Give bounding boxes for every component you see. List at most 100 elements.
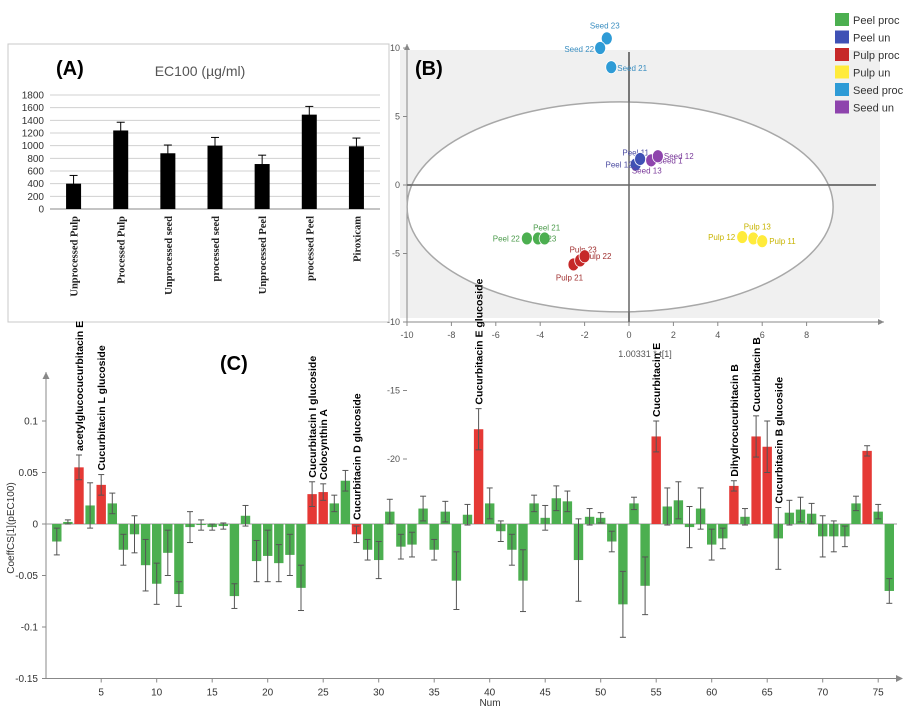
panel-c-bar xyxy=(174,524,184,595)
panel-a-category-label: Unprocessed Pulp xyxy=(70,216,81,297)
panel-b-label: (B) xyxy=(415,58,443,80)
panel-b-legend-label: Peel proc xyxy=(853,15,900,27)
panel-b-y-tick-label: -20 xyxy=(387,454,400,464)
panel-a-category-label: Unprocessed seed xyxy=(164,216,175,295)
panel-b-point xyxy=(538,231,551,246)
panel-c-compound-annotation: Cucurbitacin I glucoside xyxy=(307,356,319,478)
panel-b-y-tick-label: -5 xyxy=(392,249,400,259)
panel-c-bar xyxy=(362,524,373,550)
panel-c-bar xyxy=(729,485,739,524)
panel-c-compound-annotation: Cucurbitacin D glucoside xyxy=(352,393,364,520)
panel-c-y-tick-label: -0.05 xyxy=(15,571,38,582)
panel-c-bar xyxy=(473,429,484,524)
panel-b-point xyxy=(594,41,607,55)
panel-a-bar xyxy=(301,114,317,209)
panel-c-bar xyxy=(307,494,317,524)
panel-a-bar xyxy=(348,146,364,209)
panel-a-bars xyxy=(66,105,364,209)
panel-c-bar xyxy=(618,524,628,605)
panel-a-category-labels: Unprocessed Pulp Processed Pulp Unprocesse… xyxy=(70,216,364,297)
panel-b-legend-label: Peel un xyxy=(853,33,890,45)
panel-b-legend-label: Pulp un xyxy=(853,68,890,80)
panel-c-y-tick-label: 0.05 xyxy=(19,468,39,479)
panel-c-compound-annotation: Cucurbitacin E xyxy=(651,343,663,417)
panel-b-x-tick-label: -2 xyxy=(581,330,589,340)
panel-c-x-tick-label: 50 xyxy=(595,688,607,699)
panel-b-point-label: Seed 23 xyxy=(590,21,620,30)
panel-c-bar xyxy=(640,524,650,586)
panel-b-point xyxy=(578,249,591,264)
panel-a-y-tick-label: 1200 xyxy=(22,129,45,140)
panel-c-bar xyxy=(429,524,439,550)
panel-c-bar xyxy=(229,524,240,597)
panel-b-point-label: 23 xyxy=(547,234,556,243)
panel-b-point-label: Seed 22 xyxy=(564,45,594,54)
panel-c-y-tick-label: -0.1 xyxy=(21,623,39,634)
panel-c-y-tick-label: 0 xyxy=(32,520,38,531)
panel-b-x-tick-label: 8 xyxy=(804,330,809,340)
panel-b-legend-swatch xyxy=(835,83,849,96)
panel-b-point-label: Seed 12 xyxy=(664,152,694,161)
panel-b-point-label: Peel 12 xyxy=(606,160,634,169)
panel-c-y-tick-label: -0.15 xyxy=(15,674,38,685)
panel-c-compound-annotation: Colocynthin A xyxy=(318,409,330,480)
panel-c-x-tick-label: 65 xyxy=(762,688,774,699)
panel-b-points: Peel 22 Peel 21 23 Peel 11 Peel 12 Pulp 21 Pul… xyxy=(493,21,797,282)
panel-a-bar xyxy=(66,183,82,209)
panel-c-bar xyxy=(74,467,84,524)
panel-c-x-tick-label: 60 xyxy=(706,688,718,699)
panel-c-x-tick-label: 25 xyxy=(318,688,330,699)
panel-b-x-axis-arrow xyxy=(878,319,884,325)
panel-c-x-tick-label: 70 xyxy=(817,688,829,699)
panel-b-x-tick-label: -4 xyxy=(536,330,544,340)
panel-c-compound-annotation: Cucurbitacin B xyxy=(751,337,763,412)
panel-b-point-label: Pulp 21 xyxy=(556,273,584,282)
panel-b-point xyxy=(634,152,646,166)
panel-a-bar xyxy=(254,164,270,209)
panel-b-point xyxy=(736,230,749,244)
panel-c-y-tick-label: 0.1 xyxy=(24,417,38,428)
panel-c-x-tick-label: 35 xyxy=(429,688,441,699)
panel-b-point xyxy=(605,60,618,75)
panel-c-x-tick-label: 45 xyxy=(540,688,552,699)
panel-a-y-tick-label: 1000 xyxy=(22,141,45,152)
panel-c-x-axis-arrow xyxy=(896,675,903,682)
panel-c-bar xyxy=(296,524,306,588)
panel-b-y-tick-label: -10 xyxy=(387,317,400,327)
panel-c-x-axis-label: Num xyxy=(479,698,500,709)
panel-c-bar xyxy=(529,503,539,524)
panel-b-point-label: Pulp 13 xyxy=(744,222,772,231)
panel-b-x-tick-label: 4 xyxy=(715,330,720,340)
panel-b-point xyxy=(756,234,769,249)
panel-b-confidence-ellipse xyxy=(406,101,834,313)
panel-c-x-tick-label: 40 xyxy=(484,688,496,699)
panel-c-x-tick-label: 30 xyxy=(373,688,385,699)
panel-b-legend-swatch xyxy=(835,100,849,114)
panel-c-x-tick-label: 55 xyxy=(651,688,663,699)
panel-a-category-label: processed Peel xyxy=(305,216,316,281)
panel-c-bar xyxy=(851,503,861,524)
panel-b-x-axis-label: 1.00331 * t[1] xyxy=(618,349,672,359)
panel-b-point-label: Seed 1 xyxy=(657,156,683,165)
panel-a-title: EC100 (µg/ml) xyxy=(155,63,246,79)
panel-a-y-tick-label: 1400 xyxy=(22,116,45,127)
panel-b-point-label: Peel 22 xyxy=(493,234,521,243)
panel-b-y-tick-label: 10 xyxy=(390,43,400,53)
panel-c-bar xyxy=(329,503,339,524)
panel-c-compound-annotation: Cucurbitacin B glucoside xyxy=(773,377,785,504)
panel-c-x-tick-label: 20 xyxy=(262,688,274,699)
panel-a-label: (A) xyxy=(56,58,84,80)
panel-c-bar xyxy=(651,436,661,524)
panel-b-y-axis-arrow xyxy=(404,44,410,50)
panel-b-point-label: Peel 21 xyxy=(533,223,561,232)
panel-c-bar xyxy=(318,492,328,524)
panel-a-bar xyxy=(160,153,176,209)
panel-a-y-tick-label: 200 xyxy=(27,192,44,203)
panel-b-x-tick-label: -6 xyxy=(492,330,500,340)
panel-c-bar xyxy=(884,524,894,591)
panel-c-bar xyxy=(152,524,162,584)
panel-c-compound-annotation: Cucurbitacin E glucoside xyxy=(474,278,486,404)
